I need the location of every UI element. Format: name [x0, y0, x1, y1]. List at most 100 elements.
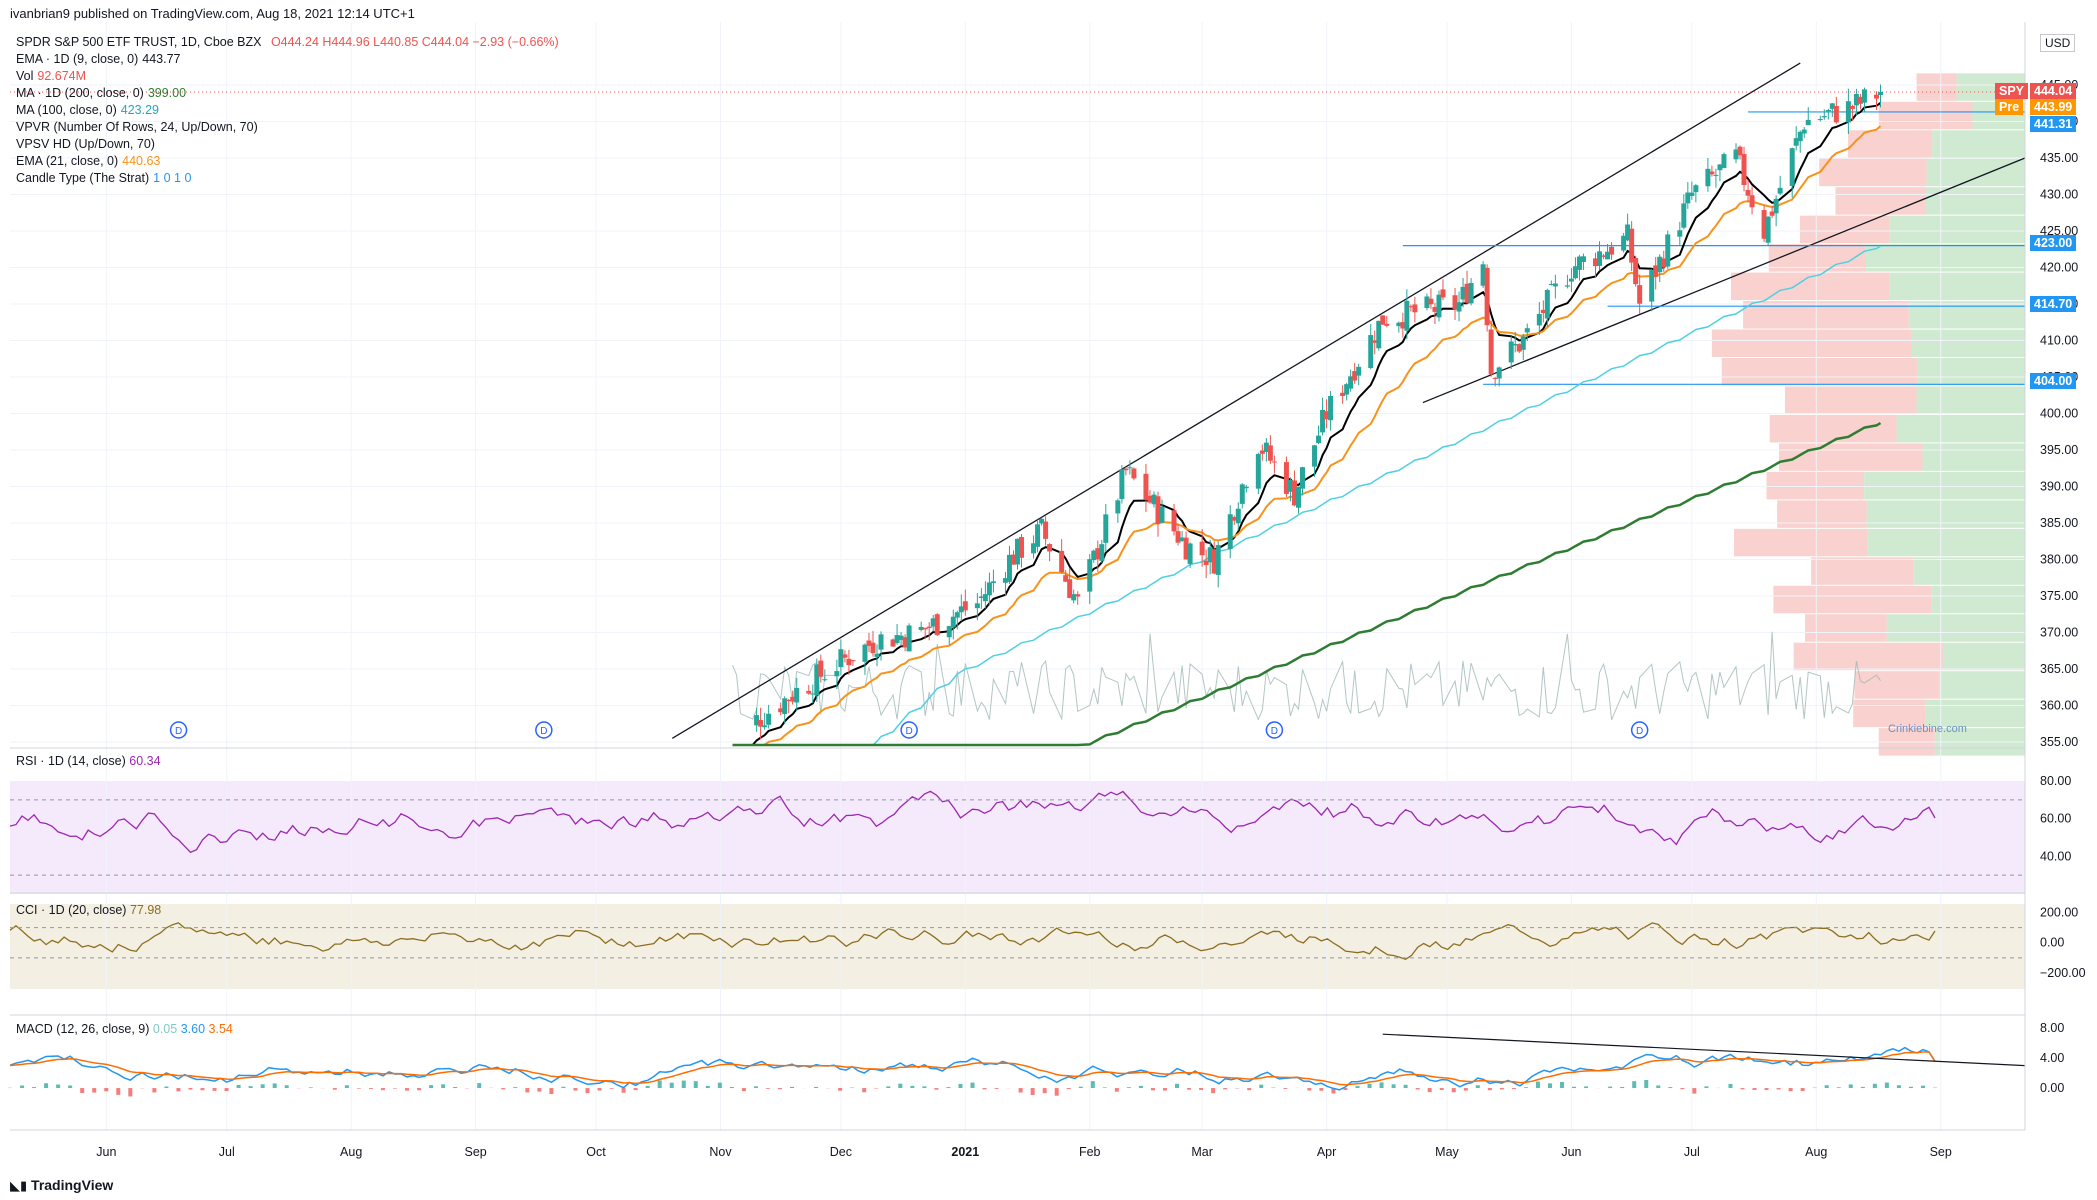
candle-body [1123, 468, 1129, 471]
macd-histogram-bar [1692, 1088, 1697, 1094]
macd-histogram-bar [609, 1088, 614, 1089]
vp-sell-bar [1835, 187, 1925, 215]
ma100-line [732, 245, 1881, 746]
macd-histogram-bar [1860, 1086, 1865, 1089]
candle-body [1239, 484, 1245, 504]
candle-body [1384, 323, 1390, 326]
candle-body [1580, 256, 1586, 262]
candle-body [846, 658, 852, 666]
legend-vol[interactable]: Vol 92.674M [16, 69, 86, 83]
candle-body [838, 649, 844, 668]
macd-histogram-bar [308, 1087, 313, 1089]
macd-histogram-bar [1499, 1088, 1504, 1090]
price-tick-label: 410.00 [2040, 334, 2078, 348]
vp-sell-bar [1766, 471, 1865, 500]
macd-histogram-bar [994, 1088, 999, 1089]
candle-body [934, 614, 940, 636]
candle-body [1271, 461, 1277, 463]
macd-label: MACD (12, 26, close, 9) [16, 1022, 150, 1036]
candle-body [1324, 411, 1330, 420]
candle-body [1376, 320, 1382, 349]
vp-buy-bar [1925, 699, 2025, 728]
candle-body [982, 594, 988, 602]
candle-body [1741, 153, 1747, 185]
candle-body [1637, 285, 1643, 304]
candle-body [874, 653, 880, 657]
candle-body [1681, 203, 1687, 228]
candle-body [1211, 549, 1217, 574]
macd-histogram-bar [80, 1088, 85, 1094]
macd-histogram-bar [633, 1088, 638, 1091]
x-tick-label: Sep [464, 1145, 486, 1159]
candle-body [1440, 289, 1446, 298]
legend-strat[interactable]: Candle Type (The Strat) 1 0 1 0 [16, 171, 191, 185]
legend-title[interactable]: SPDR S&P 500 ETF TRUST, 1D, Cboe BZX O44… [16, 35, 559, 49]
macd-histogram-bar [1114, 1088, 1119, 1092]
candle-body [1127, 467, 1133, 469]
candle-body [1263, 442, 1269, 452]
macd-histogram-bar [1211, 1088, 1216, 1094]
candle-body [1597, 251, 1603, 266]
candle-body [1689, 192, 1695, 196]
macd-histogram-bar [561, 1086, 566, 1089]
tradingview-logo[interactable]: ◣▮ TradingView [10, 1177, 113, 1194]
vp-buy-bar [1939, 671, 2025, 699]
macd-histogram-bar [910, 1085, 915, 1089]
legend-vpvr[interactable]: VPVR (Number Of Rows, 24, Up/Down, 70) [16, 120, 258, 134]
candle-body [1544, 290, 1550, 319]
candle-body [950, 616, 956, 628]
candle-body [1356, 366, 1362, 376]
macd-histogram-bar [778, 1088, 782, 1090]
candle-body [1749, 195, 1755, 208]
vp-buy-bar [1913, 557, 2025, 585]
candle-body [1368, 335, 1374, 368]
macd-histogram-bar [1656, 1085, 1661, 1089]
candle-body [786, 699, 792, 702]
candle-body [1649, 270, 1655, 302]
candle-body [1593, 258, 1599, 267]
candle-body [1488, 329, 1494, 375]
candle-body [1015, 538, 1020, 565]
macd-histogram-bar [188, 1088, 193, 1090]
price-tick-label: 370.00 [2040, 626, 2078, 640]
vp-sell-bar [1793, 642, 1943, 671]
candle-body [1063, 575, 1069, 582]
x-tick-label: Mar [1191, 1145, 1213, 1159]
currency-label[interactable]: USD [2040, 34, 2076, 52]
vp-buy-bar [1867, 528, 2025, 557]
ma200-value: 399.00 [147, 86, 187, 100]
cci-legend[interactable]: CCI · 1D (20, close) 77.98 [16, 903, 161, 917]
candle-body [946, 626, 952, 638]
legend-ema9[interactable]: EMA · 1D (9, close, 0) 443.77 [16, 52, 181, 66]
macd-histogram-bar [1355, 1085, 1360, 1089]
candle-body [1625, 224, 1631, 241]
vp-buy-bar [1916, 386, 2025, 414]
macd-legend[interactable]: MACD (12, 26, close, 9) 0.05 3.60 3.54 [16, 1022, 233, 1036]
legend-ma100[interactable]: MA (100, close, 0) 423.29 [16, 103, 159, 117]
macd-histogram-bar [549, 1088, 554, 1095]
candle-body [958, 606, 964, 613]
macd-histogram-bar [765, 1088, 770, 1089]
vp-buy-bar [1926, 158, 2025, 187]
rsi-tick-label: 60.00 [2040, 812, 2071, 826]
macd-histogram-bar [1187, 1088, 1192, 1090]
candlesticks[interactable] [754, 84, 1883, 740]
rsi-legend[interactable]: RSI · 1D (14, close) 60.34 [16, 754, 161, 768]
candle-body [1460, 286, 1466, 300]
macd-histogram-bar [368, 1088, 373, 1089]
macd-histogram-bar [1078, 1086, 1083, 1089]
macd-histogram-bar [405, 1088, 410, 1091]
candle-body [1849, 105, 1855, 109]
candle-body [1797, 131, 1803, 142]
macd-histogram-bar [1908, 1086, 1913, 1089]
legend-ma200[interactable]: MA · 1D (200, close, 0) 399.00 [16, 86, 186, 100]
candle-body [1821, 116, 1827, 118]
legend-vpsv[interactable]: VPSV HD (Up/Down, 70) [16, 137, 155, 151]
candle-body [1328, 395, 1334, 421]
candle-body [1175, 531, 1181, 543]
dividend-icon [1630, 721, 1649, 739]
legend-ema21[interactable]: EMA (21, close, 0) 440.63 [16, 154, 160, 168]
price-tick-label: 375.00 [2040, 589, 2078, 603]
vp-sell-bar [1773, 585, 1932, 614]
